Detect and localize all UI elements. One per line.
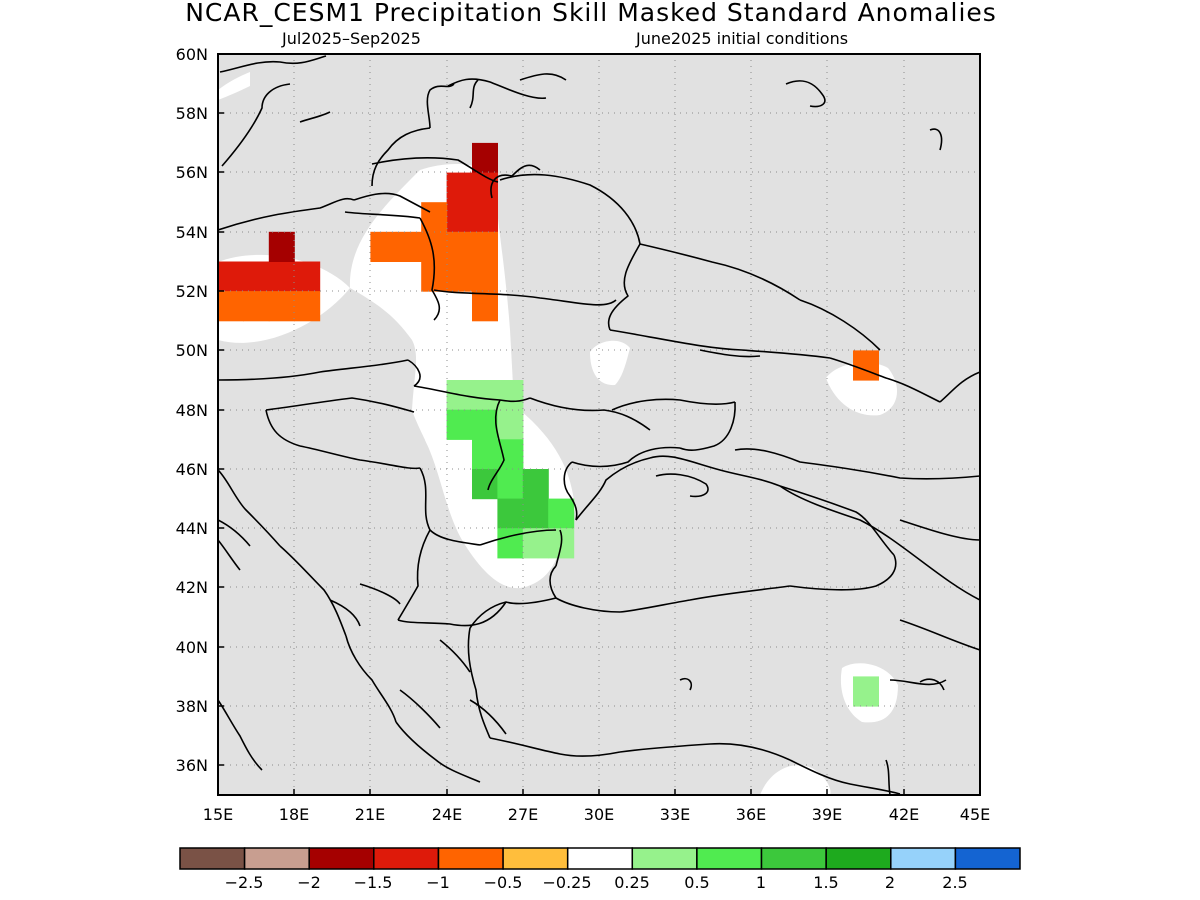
lat-tick-label: 44N	[176, 519, 208, 538]
lon-tick-label: 18E	[279, 805, 309, 824]
anomaly-cell	[446, 202, 473, 233]
colorbar-swatch	[696, 847, 763, 870]
colorbar-label: 0.5	[684, 873, 709, 892]
colorbar-swatch	[373, 847, 440, 870]
anomaly-cell	[472, 469, 498, 500]
lat-tick-label: 58N	[176, 104, 208, 123]
colorbar	[179, 847, 1021, 870]
lon-tick-label: 33E	[660, 805, 690, 824]
anomaly-cell	[268, 291, 295, 322]
colorbar-label: 1.5	[813, 873, 838, 892]
anomaly-cell	[497, 469, 524, 500]
lon-tick-label: 24E	[432, 805, 462, 824]
anomaly-cell	[446, 261, 473, 292]
anomaly-cell	[218, 291, 244, 322]
anomaly-cell	[294, 261, 321, 292]
lat-tick-label: 54N	[176, 223, 208, 242]
axis-ticks	[217, 53, 981, 795]
anomaly-cell	[446, 409, 473, 440]
lon-tick-label: 36E	[736, 805, 766, 824]
lon-tick-label: 27E	[508, 805, 538, 824]
anomaly-cell	[472, 380, 498, 411]
anomaly-cell	[548, 498, 575, 529]
colorbar-swatch	[566, 847, 634, 870]
colorbar-label: −0.25	[542, 873, 591, 892]
anomaly-cell	[497, 380, 524, 411]
anomaly-cell	[497, 498, 524, 529]
colorbar-label: −2.5	[225, 873, 264, 892]
colorbar-label: −1	[426, 873, 450, 892]
colorbar-label: −1.5	[354, 873, 393, 892]
colorbar-swatch	[760, 847, 827, 870]
anomaly-cell	[472, 202, 498, 233]
anomaly-cell	[243, 291, 270, 322]
anomaly-cell	[497, 409, 524, 440]
lon-tick-label: 45E	[960, 805, 990, 824]
anomaly-cell	[472, 172, 498, 203]
lon-tick-label: 30E	[584, 805, 614, 824]
colorbar-swatch	[308, 847, 375, 870]
lon-tick-labels: 15E 18E 21E 24E 27E 30E 33E 36E 39E 42E …	[203, 805, 990, 824]
colorbar-label: −2	[297, 873, 321, 892]
anomaly-cell	[218, 261, 244, 292]
lat-tick-label: 60N	[176, 45, 208, 64]
anomaly-cell	[522, 469, 549, 500]
lon-tick-label: 42E	[889, 805, 919, 824]
colorbar-label: 2	[885, 873, 895, 892]
lat-tick-label: 36N	[176, 756, 208, 775]
lon-tick-label: 21E	[355, 805, 385, 824]
anomaly-cell	[472, 142, 498, 174]
lat-tick-label: 56N	[176, 163, 208, 182]
forecast-period: Jul2025–Sep2025	[282, 29, 421, 48]
coastlines-and-borders	[218, 55, 980, 795]
anomaly-cell	[472, 291, 498, 322]
anomaly-cell	[472, 231, 498, 262]
lat-lon-grid	[218, 54, 980, 795]
anomaly-cell	[268, 261, 295, 292]
colorbar-labels: −2.5 −2 −1.5 −1 −0.5 −0.25 0.25 0.5 1 1.…	[225, 873, 968, 892]
colorbar-swatch	[502, 847, 569, 870]
lat-tick-label: 42N	[176, 578, 208, 597]
initial-conditions: June2025 initial conditions	[636, 29, 849, 48]
anomaly-cells	[218, 142, 879, 707]
anomaly-cell	[522, 498, 549, 529]
anomaly-cell	[472, 409, 498, 440]
colorbar-swatch	[954, 847, 1021, 870]
anomaly-cell	[446, 172, 473, 203]
lat-tick-label: 40N	[176, 638, 208, 657]
anomaly-cell	[853, 350, 879, 381]
lat-tick-label: 50N	[176, 341, 208, 360]
lat-tick-label: 38N	[176, 697, 208, 716]
colorbar-swatch	[890, 847, 957, 870]
lat-tick-label: 46N	[176, 460, 208, 479]
anomaly-cell	[497, 528, 524, 559]
anomaly-cell	[446, 231, 473, 262]
colorbar-swatch	[437, 847, 504, 870]
lat-tick-labels: 60N 58N 56N 54N 52N 50N 48N 46N 44N 42N …	[176, 45, 208, 775]
colorbar-swatch	[631, 847, 698, 870]
lat-tick-label: 48N	[176, 401, 208, 420]
anomaly-cell	[243, 261, 270, 292]
anomaly-cell	[472, 439, 498, 470]
colorbar-swatch	[825, 847, 892, 870]
anomaly-cell	[472, 261, 498, 292]
colorbar-label: −0.5	[484, 873, 523, 892]
anomaly-cell	[395, 231, 422, 262]
lon-tick-label: 39E	[812, 805, 842, 824]
colorbar-label: 1	[756, 873, 766, 892]
lon-tick-label: 15E	[203, 805, 233, 824]
anomaly-cell	[268, 231, 295, 262]
anomaly-cell	[370, 231, 397, 262]
map-title: NCAR_CESM1 Precipitation Skill Masked St…	[185, 0, 997, 27]
colorbar-label: 0.25	[614, 873, 650, 892]
colorbar-swatch	[243, 847, 310, 870]
colorbar-swatch	[179, 847, 246, 870]
anomaly-cell	[853, 676, 879, 707]
anomaly-cell	[294, 291, 321, 322]
lat-tick-label: 52N	[176, 282, 208, 301]
colorbar-label: 2.5	[942, 873, 967, 892]
